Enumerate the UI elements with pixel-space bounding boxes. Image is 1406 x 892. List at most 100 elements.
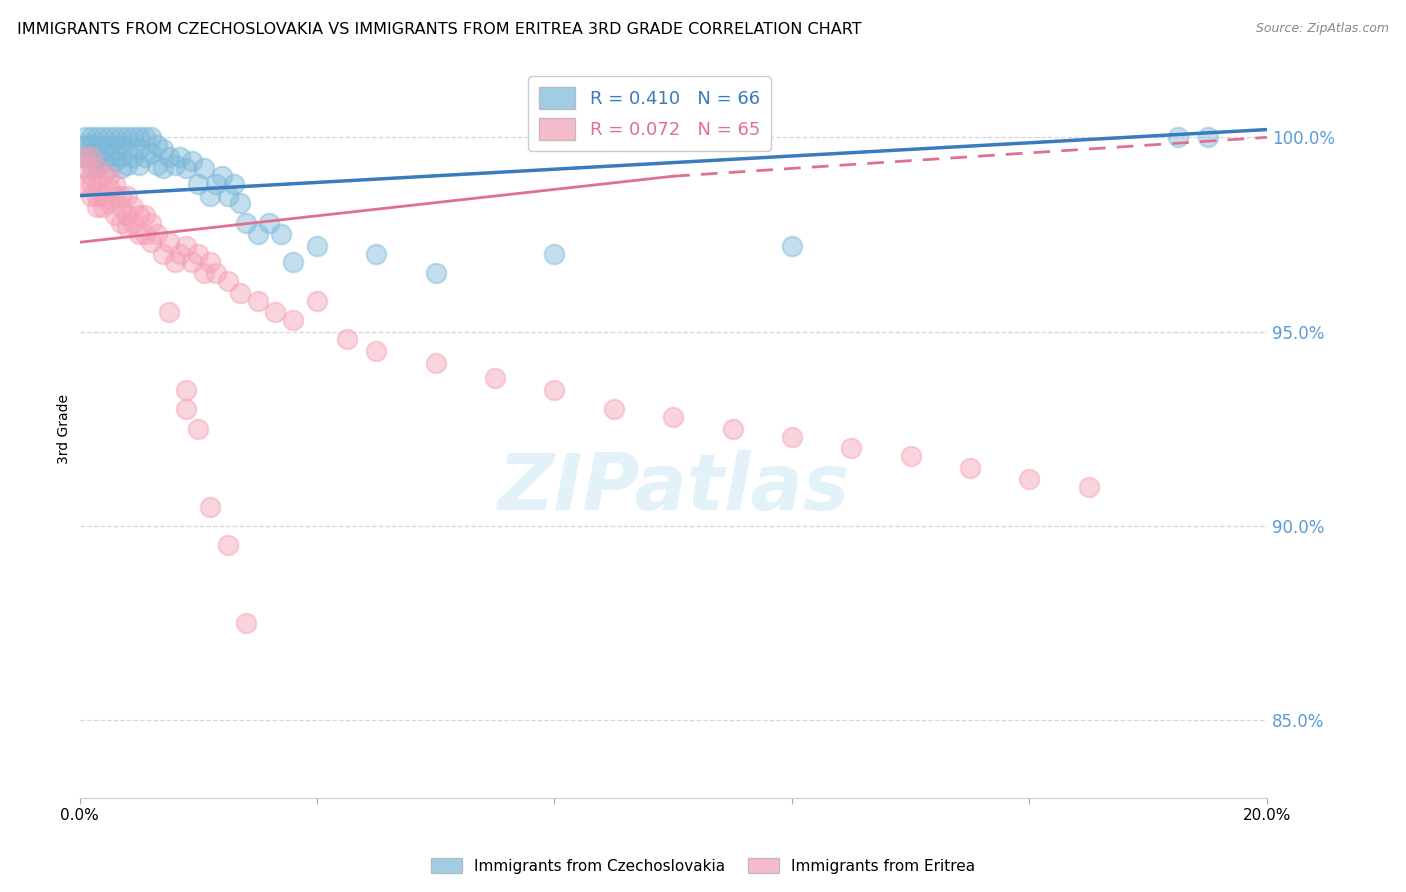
- Point: [222, 177, 245, 191]
- Point: [839, 442, 862, 456]
- Point: [110, 200, 132, 214]
- Point: [900, 449, 922, 463]
- Point: [484, 371, 506, 385]
- Point: [187, 247, 209, 261]
- Point: [246, 293, 269, 308]
- Point: [145, 138, 167, 153]
- Point: [176, 383, 198, 397]
- Point: [86, 188, 108, 202]
- Text: Source: ZipAtlas.com: Source: ZipAtlas.com: [1256, 22, 1389, 36]
- Point: [128, 142, 150, 156]
- Point: [115, 157, 138, 171]
- Point: [163, 254, 186, 268]
- Point: [205, 177, 228, 191]
- Point: [134, 227, 156, 242]
- Point: [259, 216, 281, 230]
- Point: [115, 219, 138, 234]
- Text: IMMIGRANTS FROM CZECHOSLOVAKIA VS IMMIGRANTS FROM ERITREA 3RD GRADE CORRELATION : IMMIGRANTS FROM CZECHOSLOVAKIA VS IMMIGR…: [17, 22, 862, 37]
- Point: [75, 150, 97, 164]
- Point: [603, 402, 626, 417]
- Point: [110, 216, 132, 230]
- Point: [169, 150, 191, 164]
- Point: [86, 177, 108, 191]
- Point: [86, 138, 108, 153]
- Point: [157, 235, 180, 250]
- Point: [80, 177, 103, 191]
- Point: [110, 161, 132, 176]
- Point: [115, 208, 138, 222]
- Point: [98, 138, 121, 153]
- Point: [198, 254, 221, 268]
- Point: [181, 153, 204, 168]
- Point: [104, 208, 127, 222]
- Point: [176, 239, 198, 253]
- Point: [229, 196, 252, 211]
- Point: [193, 266, 215, 280]
- Point: [157, 150, 180, 164]
- Point: [80, 150, 103, 164]
- Point: [1018, 472, 1040, 486]
- Point: [176, 161, 198, 176]
- Point: [98, 150, 121, 164]
- Point: [145, 227, 167, 242]
- Point: [86, 161, 108, 176]
- Point: [1077, 480, 1099, 494]
- Point: [1167, 130, 1189, 145]
- Point: [98, 169, 121, 184]
- Point: [780, 239, 803, 253]
- Point: [152, 161, 174, 176]
- Point: [80, 169, 103, 184]
- Point: [104, 142, 127, 156]
- Point: [80, 157, 103, 171]
- Point: [122, 216, 145, 230]
- Point: [264, 305, 287, 319]
- Point: [366, 247, 388, 261]
- Point: [75, 150, 97, 164]
- Point: [128, 208, 150, 222]
- Point: [543, 247, 565, 261]
- Point: [110, 138, 132, 153]
- Point: [152, 142, 174, 156]
- Point: [163, 157, 186, 171]
- Point: [305, 239, 328, 253]
- Point: [187, 177, 209, 191]
- Point: [91, 188, 114, 202]
- Point: [205, 266, 228, 280]
- Point: [336, 333, 359, 347]
- Point: [98, 161, 121, 176]
- Point: [217, 188, 239, 202]
- Point: [187, 422, 209, 436]
- Point: [104, 177, 127, 191]
- Point: [235, 216, 257, 230]
- Point: [198, 188, 221, 202]
- Legend: Immigrants from Czechoslovakia, Immigrants from Eritrea: Immigrants from Czechoslovakia, Immigran…: [425, 852, 981, 880]
- Point: [128, 157, 150, 171]
- Point: [86, 150, 108, 164]
- Point: [283, 254, 305, 268]
- Point: [283, 313, 305, 327]
- Point: [122, 150, 145, 164]
- Point: [217, 274, 239, 288]
- Point: [115, 130, 138, 145]
- Point: [157, 305, 180, 319]
- Point: [91, 200, 114, 214]
- Point: [662, 410, 685, 425]
- Point: [139, 130, 162, 145]
- Point: [80, 150, 103, 164]
- Point: [198, 500, 221, 514]
- Point: [91, 142, 114, 156]
- Point: [145, 157, 167, 171]
- Point: [235, 616, 257, 631]
- Point: [721, 422, 744, 436]
- Point: [366, 344, 388, 359]
- Point: [128, 130, 150, 145]
- Point: [104, 153, 127, 168]
- Point: [98, 181, 121, 195]
- Point: [122, 130, 145, 145]
- Y-axis label: 3rd Grade: 3rd Grade: [58, 394, 72, 464]
- Point: [86, 161, 108, 176]
- Point: [229, 285, 252, 300]
- Point: [86, 130, 108, 145]
- Point: [75, 177, 97, 191]
- Point: [80, 138, 103, 153]
